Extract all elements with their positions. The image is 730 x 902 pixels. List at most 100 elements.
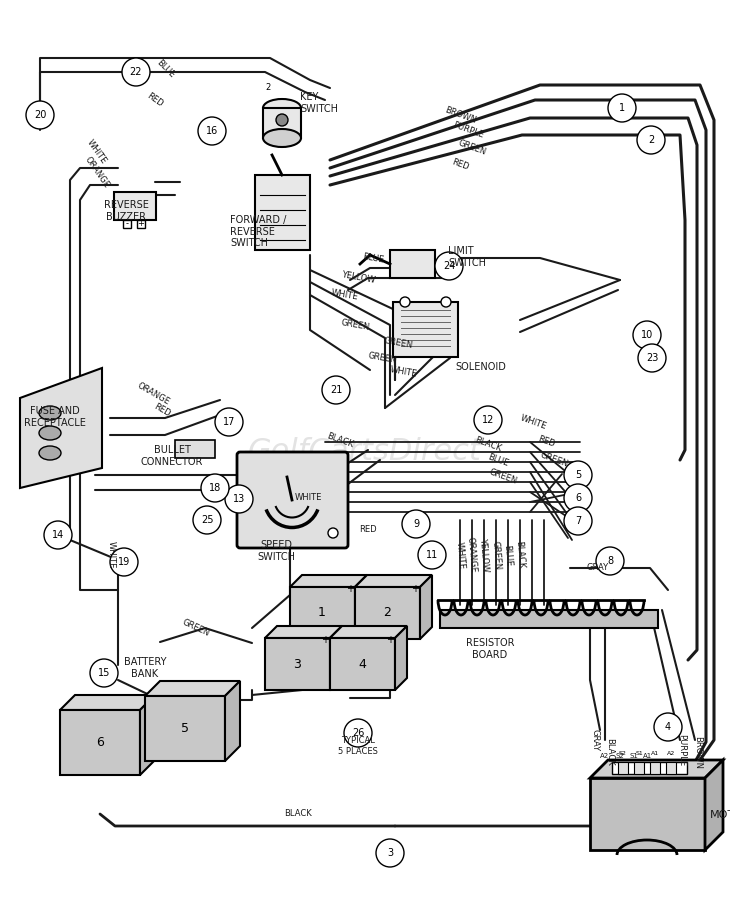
Text: 12: 12 <box>482 415 494 425</box>
Text: BLACK: BLACK <box>284 809 312 818</box>
Text: -: - <box>126 219 128 228</box>
Text: 1: 1 <box>318 606 326 620</box>
Ellipse shape <box>39 426 61 440</box>
Text: S1: S1 <box>635 751 643 756</box>
Polygon shape <box>705 760 723 850</box>
Circle shape <box>654 713 682 741</box>
Text: SOLENOID: SOLENOID <box>455 362 506 372</box>
Circle shape <box>400 297 410 307</box>
Polygon shape <box>355 575 367 639</box>
Polygon shape <box>140 695 155 775</box>
Circle shape <box>637 126 665 154</box>
Text: TYPICAL
5 PLACES: TYPICAL 5 PLACES <box>338 736 378 756</box>
Text: 2: 2 <box>383 606 391 620</box>
FancyBboxPatch shape <box>618 762 628 774</box>
Circle shape <box>90 659 118 687</box>
Text: +: + <box>321 635 329 645</box>
Text: BLUE: BLUE <box>486 452 510 468</box>
Text: 15: 15 <box>98 668 110 678</box>
FancyBboxPatch shape <box>393 302 458 357</box>
Circle shape <box>215 408 243 436</box>
Polygon shape <box>330 638 395 690</box>
Text: BLACK: BLACK <box>605 738 615 766</box>
Text: GREEN: GREEN <box>181 618 211 639</box>
Text: 3: 3 <box>387 848 393 858</box>
Text: BATTERY
BANK: BATTERY BANK <box>124 657 166 678</box>
Text: 8: 8 <box>607 556 613 566</box>
Polygon shape <box>290 587 355 639</box>
Text: 22: 22 <box>130 67 142 77</box>
Text: 5: 5 <box>575 470 581 480</box>
FancyBboxPatch shape <box>440 610 658 628</box>
Text: RED: RED <box>536 435 556 449</box>
Circle shape <box>608 94 636 122</box>
Text: 19: 19 <box>118 557 130 567</box>
Circle shape <box>376 839 404 867</box>
Text: 26: 26 <box>352 728 364 738</box>
Polygon shape <box>290 575 367 587</box>
Text: GRAY: GRAY <box>591 729 599 751</box>
Text: 1: 1 <box>619 103 625 113</box>
Text: 20: 20 <box>34 110 46 120</box>
FancyBboxPatch shape <box>237 452 348 548</box>
Circle shape <box>110 548 138 576</box>
Text: WHITE: WHITE <box>518 413 548 431</box>
Text: 10: 10 <box>641 330 653 340</box>
FancyBboxPatch shape <box>255 175 310 250</box>
Text: RED: RED <box>145 91 165 109</box>
Circle shape <box>198 117 226 145</box>
Text: GREEN: GREEN <box>539 451 569 469</box>
Polygon shape <box>145 681 240 696</box>
Text: GREEN: GREEN <box>457 139 488 157</box>
FancyBboxPatch shape <box>123 220 131 228</box>
Circle shape <box>193 506 221 534</box>
Polygon shape <box>590 778 705 850</box>
FancyBboxPatch shape <box>612 762 687 774</box>
Text: RED: RED <box>152 401 172 419</box>
FancyBboxPatch shape <box>114 192 156 220</box>
Circle shape <box>638 344 666 372</box>
Text: 5: 5 <box>181 722 189 734</box>
Text: BROWN: BROWN <box>443 106 477 124</box>
Polygon shape <box>330 626 342 690</box>
Circle shape <box>633 321 661 349</box>
Ellipse shape <box>39 446 61 460</box>
Text: 6: 6 <box>96 735 104 749</box>
Text: +: + <box>346 584 354 594</box>
Circle shape <box>44 521 72 549</box>
Text: 16: 16 <box>206 126 218 136</box>
Circle shape <box>26 101 54 129</box>
Text: BULLET
CONNECTOR: BULLET CONNECTOR <box>141 445 203 466</box>
Text: A2: A2 <box>601 753 610 759</box>
Text: +: + <box>411 584 419 594</box>
Text: WHITE: WHITE <box>390 365 418 379</box>
Text: RED: RED <box>450 158 470 172</box>
Text: A1: A1 <box>651 751 659 756</box>
Polygon shape <box>355 575 432 587</box>
Circle shape <box>402 510 430 538</box>
Polygon shape <box>60 710 140 775</box>
Polygon shape <box>590 760 723 778</box>
Text: YELLOW: YELLOW <box>478 538 490 573</box>
Text: S2: S2 <box>615 753 624 759</box>
Circle shape <box>564 484 592 512</box>
Text: GREEN: GREEN <box>340 318 370 332</box>
Text: LIMIT
SWITCH: LIMIT SWITCH <box>448 246 486 268</box>
Polygon shape <box>395 626 407 690</box>
Text: RESISTOR
BOARD: RESISTOR BOARD <box>466 638 514 659</box>
Circle shape <box>596 547 624 575</box>
Text: 11: 11 <box>426 550 438 560</box>
Polygon shape <box>225 681 240 761</box>
Text: 2: 2 <box>266 82 271 91</box>
Circle shape <box>122 58 150 86</box>
Text: BLUE: BLUE <box>502 544 513 566</box>
Text: 23: 23 <box>646 353 658 363</box>
Circle shape <box>418 541 446 569</box>
Polygon shape <box>265 638 330 690</box>
Text: RED: RED <box>359 526 377 535</box>
FancyBboxPatch shape <box>175 440 215 458</box>
Text: PURPLE: PURPLE <box>451 120 485 140</box>
Text: 24: 24 <box>443 261 456 271</box>
Circle shape <box>564 507 592 535</box>
Text: PURPLE: PURPLE <box>677 734 686 766</box>
